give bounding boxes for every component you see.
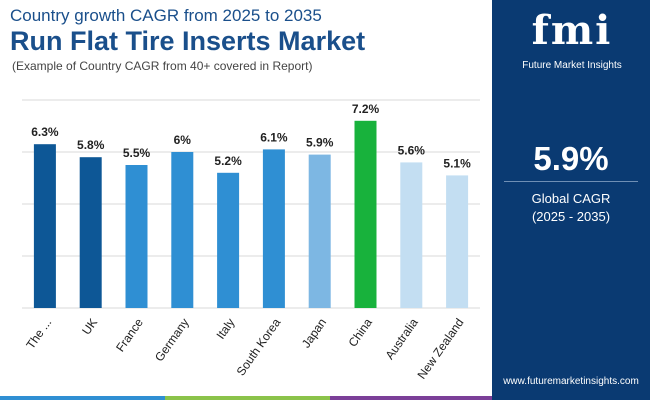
value-label: 7.2%	[352, 102, 380, 116]
value-label: 6.3%	[31, 125, 59, 139]
value-label: 5.2%	[214, 154, 242, 168]
category-label: Japan	[299, 316, 329, 351]
sidebar-panel: fmi Future Market Insights 5.9% Global C…	[492, 0, 650, 400]
value-label: 6%	[174, 133, 192, 147]
bar-italy	[217, 172, 240, 308]
footer-stripe-blue	[0, 396, 165, 400]
fmi-logo: fmi Future Market Insights	[517, 6, 627, 71]
logo-mark: fmi	[531, 7, 613, 54]
bar-japan	[308, 154, 331, 308]
value-labels: 6.3% 5.8% 5.5% 6% 5.2% 6.1% 5.9% 7.2% 5.6% 5.1%	[31, 102, 471, 171]
logo-text: Future Market Insights	[522, 60, 622, 71]
value-label: 5.5%	[123, 146, 151, 160]
category-label: South Korea	[234, 315, 284, 378]
divider	[504, 181, 638, 182]
bar-france	[125, 165, 148, 308]
footer-stripe-green	[165, 396, 330, 400]
bar-the-	[33, 144, 56, 308]
bar-germany	[171, 152, 194, 308]
category-label: UK	[79, 316, 100, 338]
value-label: 6.1%	[260, 130, 288, 144]
chart-title: Run Flat Tire Inserts Market	[10, 26, 366, 56]
category-label: Australia	[383, 315, 421, 362]
global-cagr-label-line1: Global CAGR	[531, 191, 611, 206]
category-label: The ...	[23, 316, 54, 352]
value-label: 5.1%	[443, 156, 471, 170]
bar-uk	[79, 157, 102, 308]
bars	[33, 120, 469, 308]
category-label: France	[113, 315, 146, 354]
bar-australia	[400, 162, 423, 308]
category-label: New Zealand	[415, 316, 467, 382]
chart-note: (Example of Country CAGR from 40+ covere…	[12, 59, 313, 73]
chart-subtitle: Country growth CAGR from 2025 to 2035	[10, 6, 322, 25]
bar-china	[354, 120, 377, 308]
value-label: 5.6%	[398, 143, 426, 157]
category-label: Italy	[213, 316, 237, 342]
bar-new-zealand	[446, 175, 469, 308]
chart-header: Country growth CAGR from 2025 to 2035 Ru…	[0, 0, 492, 95]
global-cagr-value: 5.9%	[533, 140, 609, 177]
bar-chart: 6.3% 5.8% 5.5% 6% 5.2% 6.1% 5.9% 7.2% 5.6% 5.1% T…	[22, 99, 480, 382]
bar-south-korea	[262, 149, 285, 308]
value-label: 5.9%	[306, 136, 334, 150]
global-cagr-label-line2: (2025 - 2035)	[531, 209, 611, 224]
category-label: China	[346, 315, 376, 349]
footer-stripe-purple	[330, 396, 492, 400]
global-cagr-label: Global CAGR (2025 - 2035)	[492, 190, 650, 226]
website-url[interactable]: www.futuremarketinsights.com	[503, 376, 639, 387]
value-label: 5.8%	[77, 138, 105, 152]
category-label: Germany	[152, 316, 192, 364]
